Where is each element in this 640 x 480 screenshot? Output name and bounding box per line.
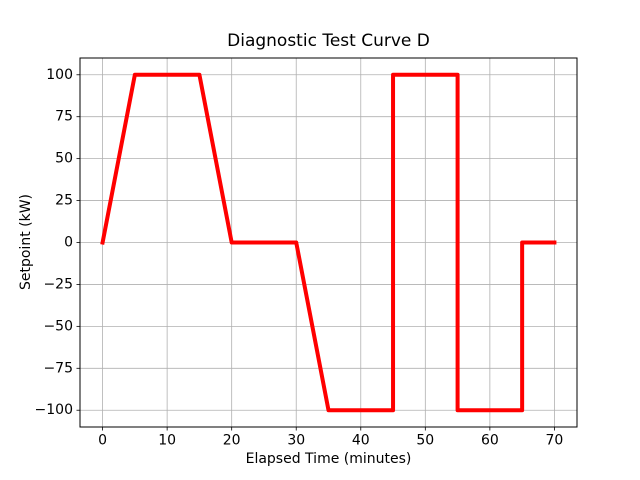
x-tick-label: 10 [158,433,176,449]
y-tick-label: 0 [64,235,73,251]
y-axis-label: Setpoint (kW) [18,193,34,291]
series-line-setpoint [100,72,557,413]
y-tick-label: 100 [46,67,73,83]
x-tick-label: 20 [223,433,241,449]
y-tick-label: −100 [35,402,73,418]
x-tick-label: 30 [287,433,305,449]
chart-title: Diagnostic Test Curve D [227,31,430,51]
x-tick-label: 60 [481,433,499,449]
x-tick-label: 40 [352,433,370,449]
x-tick-label: 50 [416,433,434,449]
y-tick-label: −50 [43,318,73,334]
x-tick-label: 0 [98,433,107,449]
y-tick-label: −75 [43,360,73,376]
x-axis-label: Elapsed Time (minutes) [245,451,412,467]
y-tick-label: −25 [43,276,73,292]
y-tick-label: 50 [55,151,73,167]
x-tick-label: 70 [545,433,563,449]
y-tick-label: 75 [55,109,73,125]
y-tick-label: 25 [55,193,73,209]
